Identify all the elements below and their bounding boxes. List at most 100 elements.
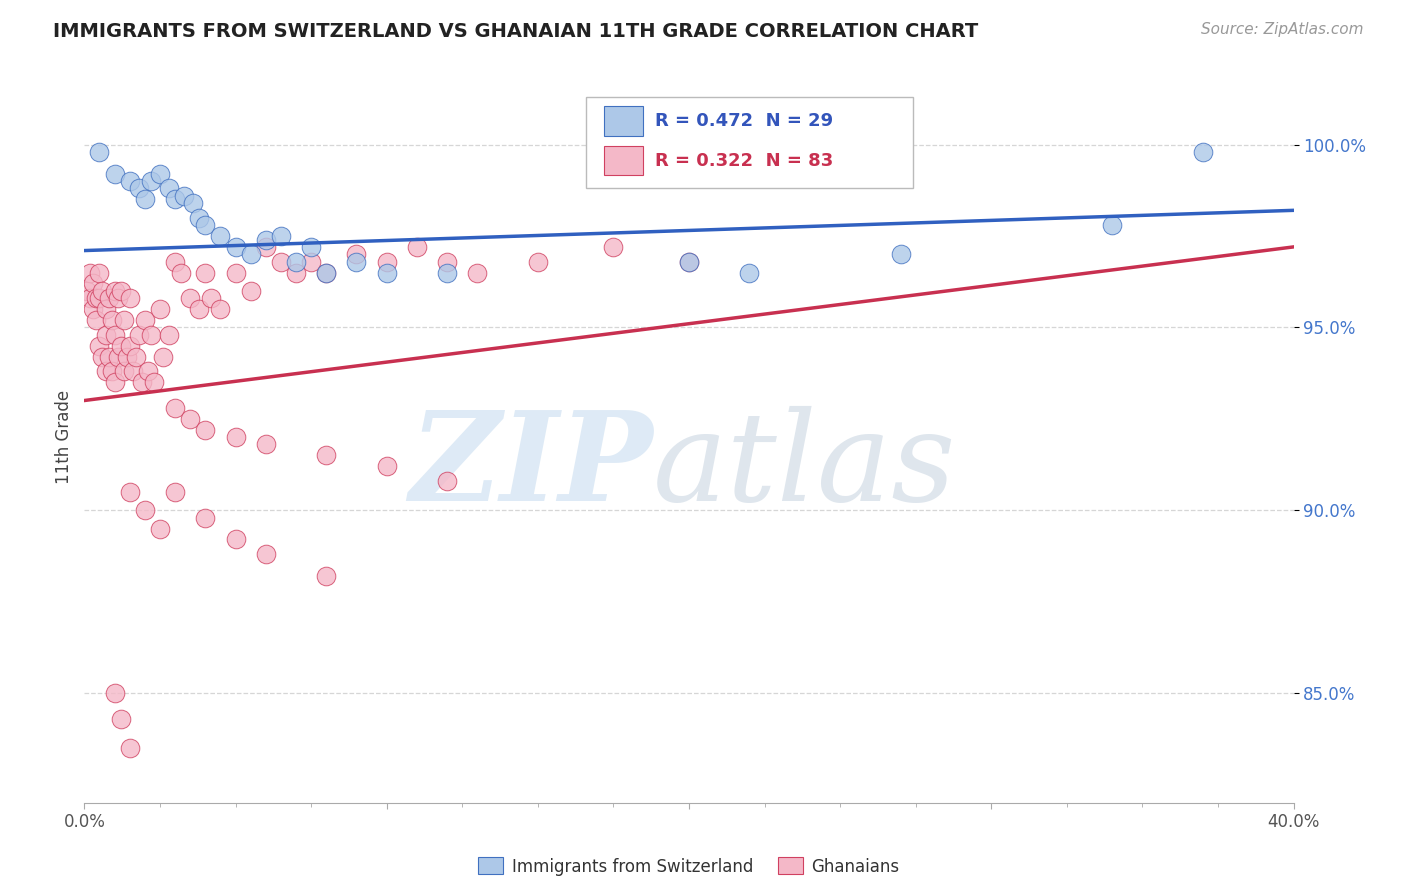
Point	[118, 740, 141, 755]
Point	[346, 254, 368, 268]
Point	[194, 423, 217, 437]
Point	[285, 254, 308, 268]
Point	[149, 167, 172, 181]
Point	[165, 254, 187, 268]
Point	[315, 569, 337, 583]
Text: Source: ZipAtlas.com: Source: ZipAtlas.com	[1201, 22, 1364, 37]
Point	[142, 375, 165, 389]
Point	[76, 284, 98, 298]
Point	[527, 254, 550, 268]
Point	[209, 301, 232, 317]
Point	[239, 284, 262, 298]
Point	[128, 181, 150, 195]
Point	[179, 411, 201, 425]
Point	[254, 233, 277, 247]
Point	[118, 339, 141, 353]
Point	[188, 211, 211, 225]
Point	[118, 291, 141, 305]
Point	[104, 686, 127, 700]
Point	[94, 364, 117, 378]
Point	[165, 193, 187, 207]
Point	[152, 350, 174, 364]
Point	[104, 327, 127, 342]
Point	[406, 240, 429, 254]
Point	[82, 277, 104, 291]
Point	[91, 284, 114, 298]
Point	[225, 265, 247, 279]
FancyBboxPatch shape	[605, 106, 643, 136]
Point	[315, 448, 337, 462]
Point	[254, 240, 277, 254]
Point	[121, 364, 143, 378]
Point	[225, 240, 247, 254]
Point	[602, 240, 624, 254]
Point	[89, 265, 111, 279]
Point	[112, 313, 135, 327]
Point	[179, 291, 201, 305]
Point	[86, 291, 108, 305]
Point	[1192, 145, 1215, 159]
Point	[194, 265, 217, 279]
Point	[165, 484, 187, 499]
Point	[270, 228, 292, 243]
Point	[299, 240, 322, 254]
Point	[299, 254, 322, 268]
Point	[285, 265, 308, 279]
FancyBboxPatch shape	[586, 97, 912, 188]
Y-axis label: 11th Grade: 11th Grade	[55, 390, 73, 484]
Point	[79, 291, 101, 305]
Point	[181, 196, 204, 211]
Point	[188, 301, 211, 317]
Point	[1101, 218, 1123, 232]
Point	[346, 247, 368, 261]
Point	[94, 327, 117, 342]
Point	[436, 265, 458, 279]
Point	[200, 291, 222, 305]
Point	[375, 459, 398, 474]
Point	[890, 247, 912, 261]
Point	[89, 145, 111, 159]
Point	[118, 174, 141, 188]
Point	[375, 254, 398, 268]
Point	[131, 375, 153, 389]
Point	[194, 218, 217, 232]
Point	[104, 167, 127, 181]
Point	[134, 503, 156, 517]
Point	[125, 350, 148, 364]
Point	[104, 375, 127, 389]
Point	[134, 193, 156, 207]
Point	[82, 301, 104, 317]
Point	[149, 301, 172, 317]
Legend: Immigrants from Switzerland, Ghanaians: Immigrants from Switzerland, Ghanaians	[471, 851, 907, 882]
Point	[89, 339, 111, 353]
Point	[436, 474, 458, 488]
Point	[94, 301, 117, 317]
Point	[107, 291, 129, 305]
Point	[678, 254, 700, 268]
Point	[110, 284, 132, 298]
Point	[139, 174, 162, 188]
Point	[115, 350, 138, 364]
Point	[170, 265, 193, 279]
Point	[209, 228, 232, 243]
Text: R = 0.472  N = 29: R = 0.472 N = 29	[655, 112, 834, 130]
Point	[128, 327, 150, 342]
Point	[139, 327, 162, 342]
Point	[225, 430, 247, 444]
Point	[157, 181, 180, 195]
Point	[375, 265, 398, 279]
Point	[110, 339, 132, 353]
Point	[678, 254, 700, 268]
Point	[436, 254, 458, 268]
Point	[239, 247, 262, 261]
Point	[254, 437, 277, 451]
Text: atlas: atlas	[652, 406, 956, 527]
Point	[79, 265, 101, 279]
Text: IMMIGRANTS FROM SWITZERLAND VS GHANAIAN 11TH GRADE CORRELATION CHART: IMMIGRANTS FROM SWITZERLAND VS GHANAIAN …	[53, 22, 979, 41]
Point	[194, 510, 217, 524]
Point	[467, 265, 489, 279]
Point	[110, 712, 132, 726]
Point	[91, 350, 114, 364]
Point	[270, 254, 292, 268]
Text: R = 0.322  N = 83: R = 0.322 N = 83	[655, 152, 834, 169]
